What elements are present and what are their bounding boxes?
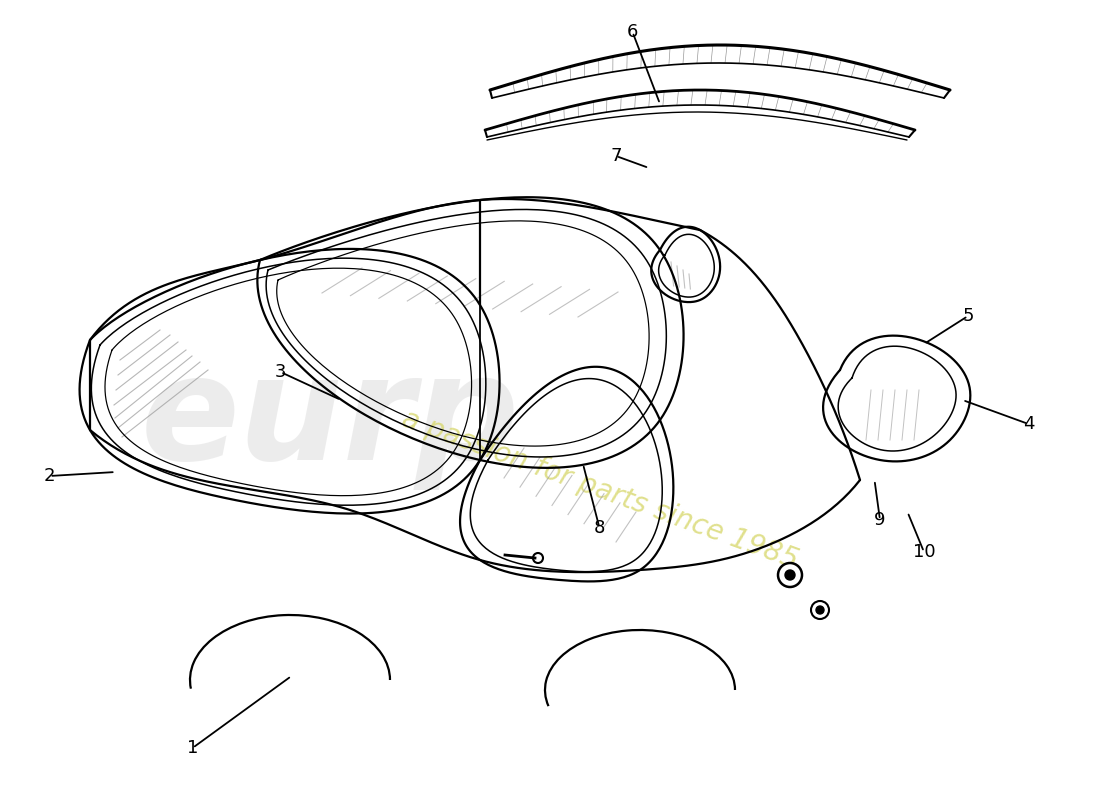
Text: 9: 9 <box>874 511 886 529</box>
Text: 6: 6 <box>627 23 638 41</box>
Text: 8: 8 <box>594 519 605 537</box>
Text: 4: 4 <box>1023 415 1034 433</box>
Circle shape <box>778 563 802 587</box>
Text: 3: 3 <box>275 363 286 381</box>
Text: 10: 10 <box>913 543 935 561</box>
Circle shape <box>785 570 795 580</box>
Text: eurp: eurp <box>141 350 519 490</box>
Circle shape <box>811 601 829 619</box>
Circle shape <box>816 606 824 614</box>
Text: a passion for parts since 1985: a passion for parts since 1985 <box>398 405 802 575</box>
Text: 5: 5 <box>962 307 974 325</box>
Text: 7: 7 <box>610 147 621 165</box>
Text: 1: 1 <box>187 739 198 757</box>
Text: 2: 2 <box>44 467 55 485</box>
